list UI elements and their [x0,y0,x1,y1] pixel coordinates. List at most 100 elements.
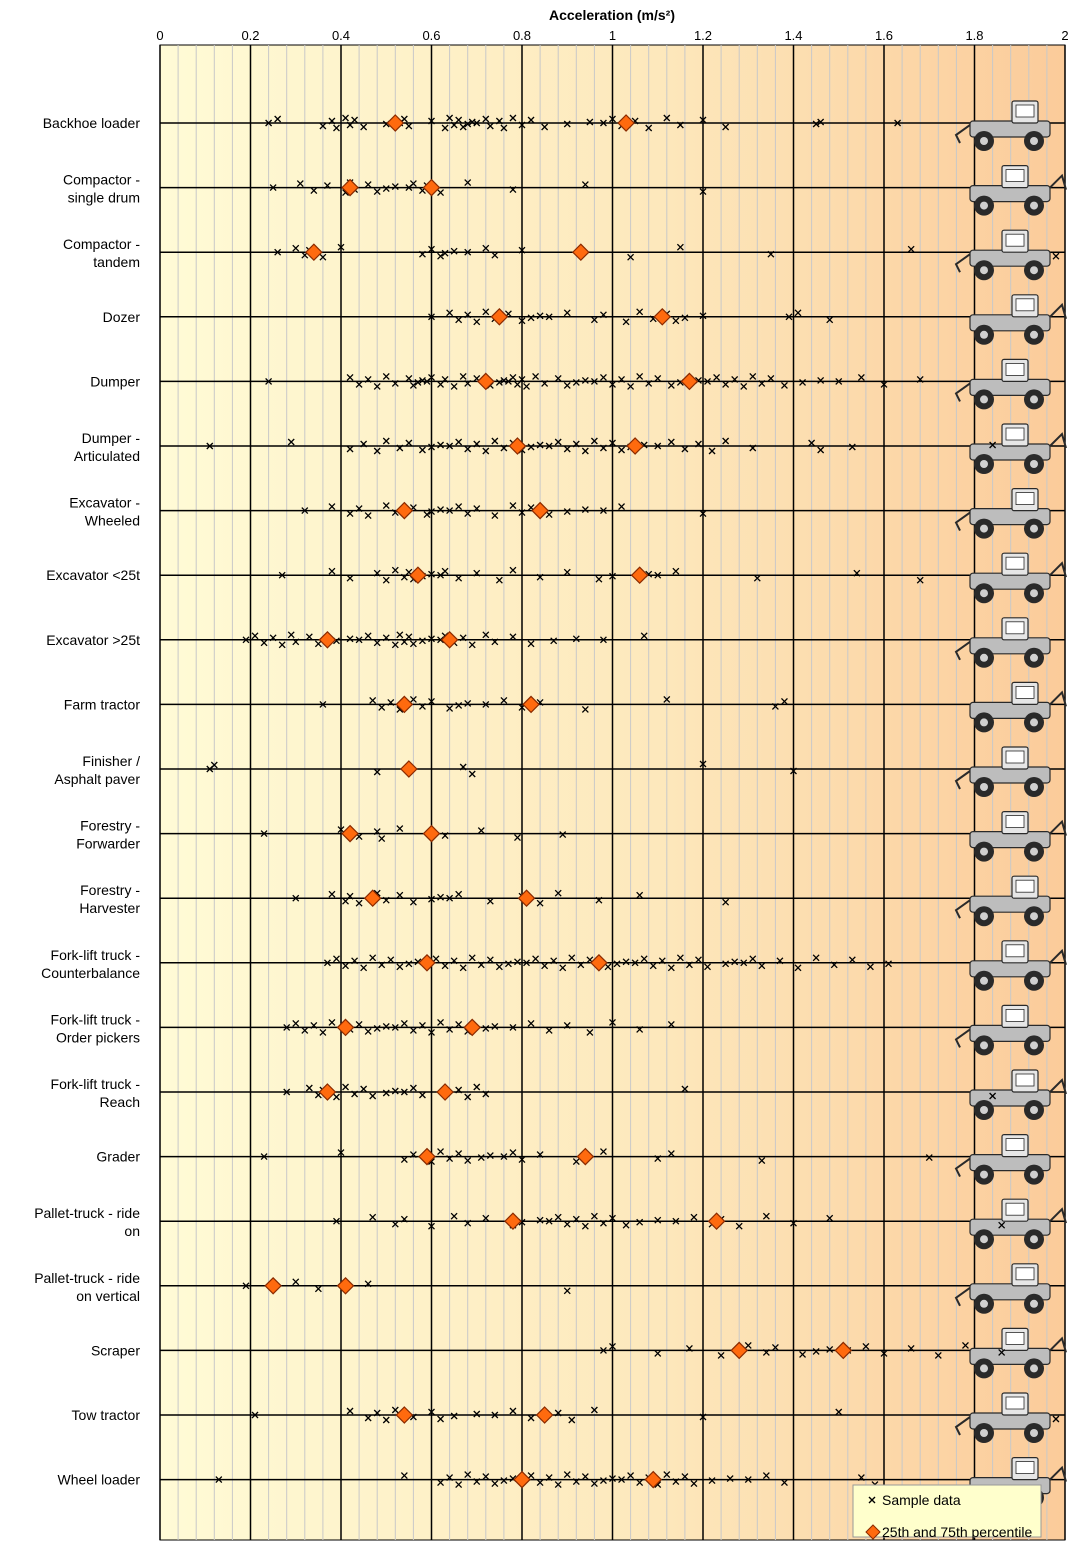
percentile-75-marker [630,566,649,585]
sample-point [857,373,865,381]
sample-point [654,1349,662,1357]
machine-arm [1049,690,1067,707]
legend-sample-marker [868,1496,876,1504]
sample-point [446,704,454,712]
sample-point [333,955,340,963]
sample-point [581,1222,589,1230]
machine-window [1005,427,1025,441]
category-label-line: Reach [100,1094,140,1110]
sample-point [323,182,331,190]
sample-point [351,957,359,965]
sample-point [830,961,838,969]
machine-hub [980,1429,988,1437]
legend: Sample data 25th and 75th percentile [852,1484,1042,1540]
sample-point [468,954,476,962]
legend-box [852,1484,1042,1538]
sample-point [446,1474,454,1482]
sample-point [382,372,390,380]
sample-point [342,962,349,970]
category-label-line: Compactor - [63,172,140,188]
sample-point [961,1341,969,1349]
sample-point [667,381,675,389]
sample-point [509,633,517,641]
sample-point [342,114,349,122]
sample-point [418,1021,426,1029]
sample-point [382,1022,390,1030]
sample-point [473,119,481,127]
excavator-large-icon [954,617,1051,668]
sample-point [364,181,372,189]
sample-point [722,123,730,131]
sample-point [464,379,472,387]
sample-point [817,446,825,454]
sample-point [355,380,363,388]
percentile-75-marker [440,630,459,649]
sample-point [378,835,386,843]
sample-point [776,957,784,965]
category-label-line: Backhoe loader [43,115,141,131]
sample-point [699,312,707,320]
machine-hub [980,1041,988,1050]
sample-point [477,1154,485,1162]
machine-window [1005,1396,1025,1410]
sample-point [428,1028,435,1036]
sample-point [500,696,508,704]
machine-hub [980,201,988,210]
sample-point [409,1151,417,1159]
machine-hub [980,1299,988,1308]
sample-point [369,1092,377,1100]
sample-point [346,574,354,582]
category-label: Dumper [90,373,140,389]
sample-point [215,1476,223,1484]
category-label: Excavator >25t [46,632,140,648]
sample-point [627,253,635,261]
sample-point [319,700,327,708]
sample-point [681,1085,689,1093]
sample-point [491,251,499,259]
sample-point [722,898,730,906]
sample-point [455,116,463,124]
sample-point [482,631,490,639]
percentile-75-marker [522,695,540,714]
machine-arm [1049,1465,1067,1482]
sample-point [459,372,467,380]
sample-point [866,963,874,971]
category-label-line: on vertical [76,1288,140,1304]
percentile-25-marker [409,566,427,585]
sample-point [446,1155,454,1163]
sample-point [590,1480,598,1488]
sample-point [536,1216,544,1224]
sample-point [364,1414,372,1422]
sample-point [590,316,598,324]
sample-point [681,1473,689,1481]
major-gridlines [159,45,1066,1540]
sample-point [545,1474,553,1482]
category-label: Fork-lift truck - Order pickers [51,1011,141,1045]
sample-point [690,1213,698,1221]
sample-point [572,440,580,448]
sample-point [758,1157,766,1165]
vertical-pallet-truck-icon [954,1263,1051,1314]
sample-point [636,372,644,380]
sample-point [378,703,386,711]
sample-point [586,118,594,126]
sample-point [545,442,553,450]
sample-point [604,963,612,971]
minor-gridlines [177,45,1048,1540]
sample-point [455,1150,463,1158]
sample-point [428,443,435,451]
sample-point [631,959,639,967]
excavator-small-icon [969,552,1067,604]
sample-point [609,1342,616,1350]
sample-point [423,511,431,519]
sample-point [323,959,331,967]
sample-point [314,640,322,648]
machine-hub [1030,1364,1038,1373]
sample-point [509,502,517,510]
sample-point [418,637,426,645]
sample-point [473,505,481,513]
sample-point [296,180,304,188]
sample-point [260,1153,268,1161]
sample-point [812,1347,820,1355]
sample-point [305,633,313,641]
